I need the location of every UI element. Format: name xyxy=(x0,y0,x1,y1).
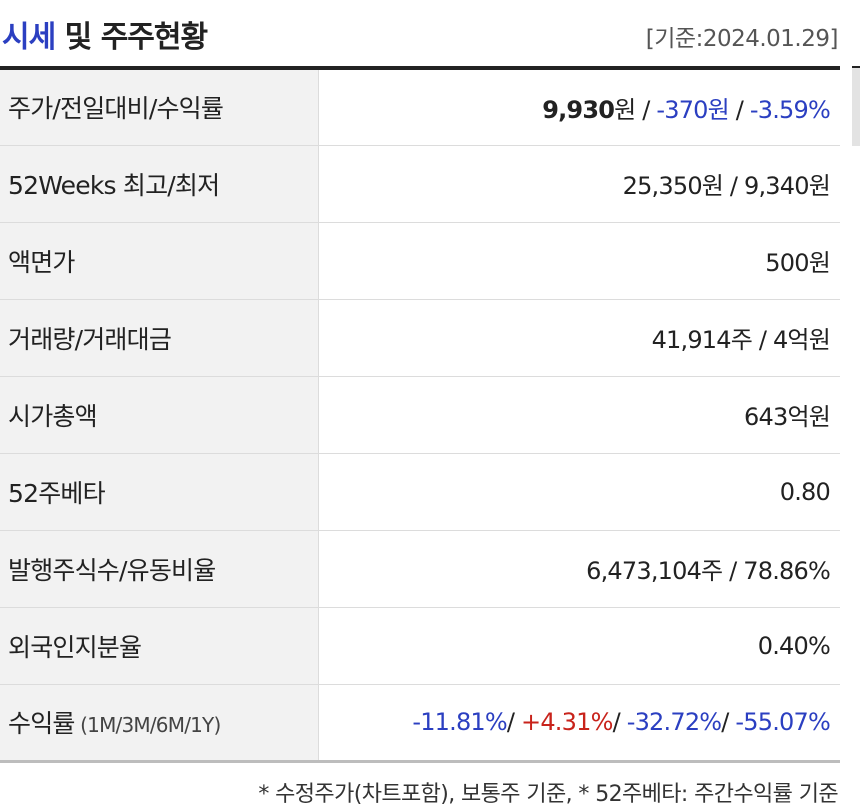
return-1m: -11.81% xyxy=(412,708,507,736)
return-1y: -55.07% xyxy=(735,708,830,736)
row-value-shares: 6,473,104주 / 78.86% xyxy=(318,530,840,608)
change-rate: -3.59% xyxy=(749,95,831,124)
returns-label: 수익률 xyxy=(8,709,75,738)
row-label-price: 주가/전일대비/수익률 xyxy=(0,68,319,146)
table-row: 거래량/거래대금 41,914주 / 4억원 xyxy=(0,299,840,377)
separator: / xyxy=(728,95,750,124)
return-3m: +4.31% xyxy=(521,708,613,736)
table-row: 외국인지분율 0.40% xyxy=(0,607,840,685)
base-date: [기준:2024.01.29] xyxy=(645,26,839,52)
quote-table: 주가/전일대비/수익률 9,930원 / -370원 / -3.59% 52We… xyxy=(0,66,840,763)
row-value-52weeks: 25,350원 / 9,340원 xyxy=(318,145,840,223)
separator: / xyxy=(612,708,627,736)
row-value-returns: -11.81%/ +4.31%/ -32.72%/ -55.07% xyxy=(319,684,841,761)
row-label-market-cap: 시가총액 xyxy=(0,376,319,454)
table-row: 주가/전일대비/수익률 9,930원 / -370원 / -3.59% xyxy=(0,68,840,146)
return-6m: -32.72% xyxy=(626,708,722,736)
current-price: 9,930 xyxy=(542,95,615,124)
title-accent: 시세 xyxy=(2,20,56,55)
table-row: 시가총액 643억원 xyxy=(0,376,840,454)
table-row: 52Weeks 최고/최저 25,350원 / 9,340원 xyxy=(0,145,840,223)
side-stub xyxy=(852,68,860,146)
separator: / xyxy=(721,708,736,736)
footnote: * 수정주가(차트포함), 보통주 기준, * 52주베타: 주간수익률 기준 xyxy=(258,782,838,807)
price-unit: 원 xyxy=(614,95,636,124)
table-row: 52주베타 0.80 xyxy=(0,453,840,531)
row-value-price: 9,930원 / -370원 / -3.59% xyxy=(318,68,840,146)
section-header: 시세 및 주주현황 [기준:2024.01.29] xyxy=(0,0,840,66)
row-label-shares: 발행주식수/유동비율 xyxy=(0,530,319,608)
table-row: 액면가 500원 xyxy=(0,222,840,300)
row-label-returns: 수익률 (1M/3M/6M/1Y) xyxy=(0,684,319,761)
price-change: -370원 xyxy=(656,95,729,124)
row-value-beta: 0.80 xyxy=(318,453,840,531)
row-value-par-value: 500원 xyxy=(318,222,840,300)
table-row: 발행주식수/유동비율 6,473,104주 / 78.86% xyxy=(0,530,840,608)
row-label-par-value: 액면가 xyxy=(0,222,319,300)
row-label-52weeks: 52Weeks 최고/최저 xyxy=(0,145,319,223)
row-value-market-cap: 643억원 xyxy=(318,376,840,454)
row-label-volume: 거래량/거래대금 xyxy=(0,299,319,377)
table-row: 수익률 (1M/3M/6M/1Y) -11.81%/ +4.31%/ -32.7… xyxy=(0,684,840,761)
row-label-foreign-ratio: 외국인지분율 xyxy=(0,607,319,685)
title-rest: 및 주주현황 xyxy=(55,20,208,55)
row-value-volume: 41,914주 / 4억원 xyxy=(318,299,840,377)
row-value-foreign-ratio: 0.40% xyxy=(318,607,840,685)
separator: / xyxy=(635,95,657,124)
section-title: 시세 및 주주현황 xyxy=(2,12,208,56)
returns-period: (1M/3M/6M/1Y) xyxy=(74,713,221,737)
row-label-beta: 52주베타 xyxy=(0,453,319,531)
separator: / xyxy=(506,708,522,736)
